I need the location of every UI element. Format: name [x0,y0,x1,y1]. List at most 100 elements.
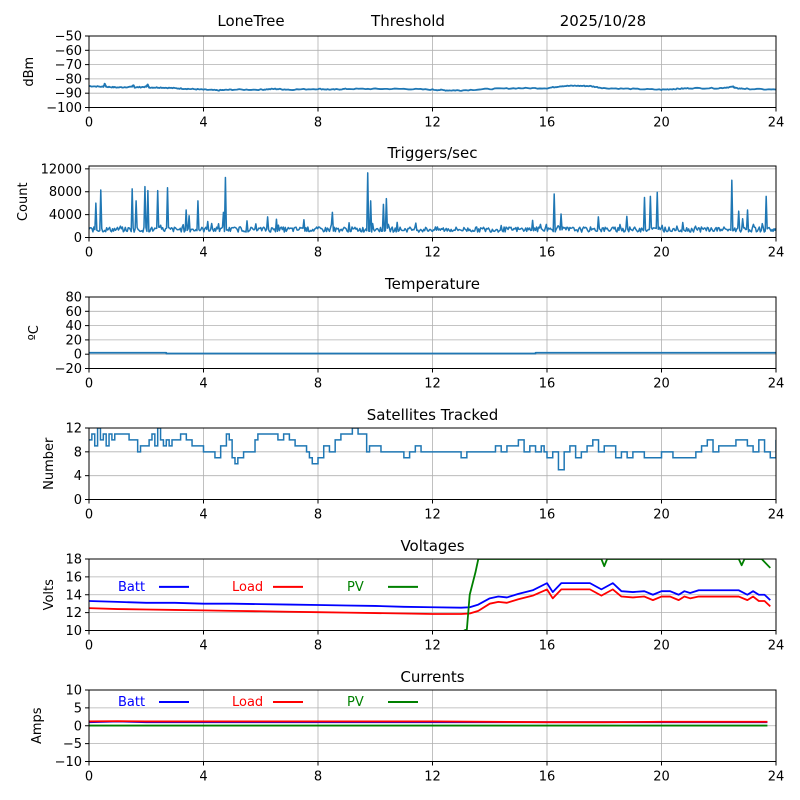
y-tick-label: 40 [65,319,82,334]
legend-label-batt: Batt [118,580,145,595]
y-tick-label: 8 [74,445,82,460]
y-tick-label: 12000 [41,162,82,177]
y-tick-label: 60 [65,305,82,320]
header-mode: Threshold [370,12,445,30]
x-tick-label: 0 [85,508,93,523]
x-tick-label: 24 [768,116,785,131]
y-tick-label: 10 [65,684,82,699]
y-axis-label: dBm [22,57,37,87]
y-tick-label: 4000 [49,208,82,223]
y-tick-label: 14 [65,588,82,603]
x-tick-label: 4 [199,246,207,261]
y-tick-label: −50 [55,30,82,45]
y-axis-label: Count [16,182,31,221]
y-axis-label: ºC [27,325,42,340]
x-tick-label: 4 [199,639,207,654]
y-tick-label: −70 [55,58,82,73]
x-tick-label: 8 [314,116,322,131]
y-tick-label: −90 [55,87,82,102]
x-tick-label: 16 [539,770,556,785]
x-tick-label: 16 [539,508,556,523]
x-tick-label: 0 [85,639,93,654]
series-line-dbm [89,82,776,92]
x-tick-label: 24 [768,770,785,785]
legend-label-load: Load [232,580,263,595]
series-line-temperature [89,351,776,355]
x-tick-label: 0 [85,116,93,131]
y-tick-label: −5 [63,737,82,752]
y-tick-label: 8000 [49,185,82,200]
y-tick-label: −80 [55,72,82,87]
y-tick-label: 18 [65,553,82,568]
chart-title: Satellites Tracked [367,406,498,424]
chart-title: Voltages [400,537,464,555]
x-tick-label: 12 [424,116,441,131]
legend-label-load: Load [232,695,263,710]
x-tick-label: 24 [768,639,785,654]
chart-title: Currents [400,668,464,686]
y-tick-label: 12 [65,422,82,437]
x-tick-label: 8 [314,770,322,785]
header-site: LoneTree [217,12,284,30]
panel-currents: 0 4 8 12 16 20 24 −10 −5 0 5 10 Currents Amps Batt Load… [30,668,784,785]
legend-label-pv: PV [347,695,364,710]
y-tick-label: 16 [65,570,82,585]
y-tick-label: 0 [74,719,82,734]
y-tick-label: −20 [55,362,82,377]
y-axis-label: Volts [42,579,57,611]
x-tick-label: 20 [653,377,670,392]
y-tick-label: −100 [46,101,82,116]
series-group [89,351,776,355]
x-tick-label: 16 [539,377,556,392]
x-tick-label: 16 [539,246,556,261]
x-tick-label: 20 [653,770,670,785]
y-tick-label: 80 [65,291,82,306]
series-group [89,82,776,92]
x-tick-label: 8 [314,508,322,523]
x-tick-label: 4 [199,508,207,523]
chart-title: Triggers/sec [387,144,478,162]
panel-triggers: 0 4 8 12 16 20 24 0 4000 8000 12000 Triggers/sec Cou… [16,144,784,261]
series-group [89,172,776,233]
x-tick-label: 24 [768,377,785,392]
y-tick-label: −60 [55,44,82,59]
x-tick-label: 16 [539,639,556,654]
y-tick-label: 0 [74,493,82,508]
y-tick-label: 4 [74,469,82,484]
x-tick-label: 12 [424,377,441,392]
x-tick-label: 0 [85,377,93,392]
series-group [89,428,776,471]
series-group [89,559,771,631]
x-tick-label: 12 [424,639,441,654]
y-tick-label: 5 [74,701,82,716]
x-tick-label: 16 [539,116,556,131]
x-tick-label: 12 [424,508,441,523]
series-line-batt [89,582,771,609]
x-tick-label: 24 [768,246,785,261]
x-tick-label: 8 [314,639,322,654]
header-date: 2025/10/28 [560,12,646,30]
chart-title: Temperature [384,275,480,293]
x-tick-label: 0 [85,770,93,785]
y-tick-label: 10 [65,624,82,639]
legend-label-batt: Batt [118,695,145,710]
series-group [89,720,768,727]
series-line-load [89,588,771,615]
series-line-count [89,172,776,233]
legend-label-pv: PV [347,580,364,595]
x-tick-label: 8 [314,246,322,261]
y-tick-label: 20 [65,333,82,348]
y-tick-label: 0 [74,348,82,363]
panel-voltages: 0 4 8 12 16 20 24 10 12 14 16 18 Voltages Volts Batt Lo… [42,537,784,654]
series-line-number [89,428,776,471]
x-tick-label: 20 [653,639,670,654]
y-tick-label: 12 [65,606,82,621]
panel-satellites: 0 4 8 12 16 20 24 0 4 8 12 Satellites Tracked Number [42,406,784,523]
series-line-pv [463,559,771,631]
y-tick-label: 0 [74,231,82,246]
series-line-load [89,720,768,724]
